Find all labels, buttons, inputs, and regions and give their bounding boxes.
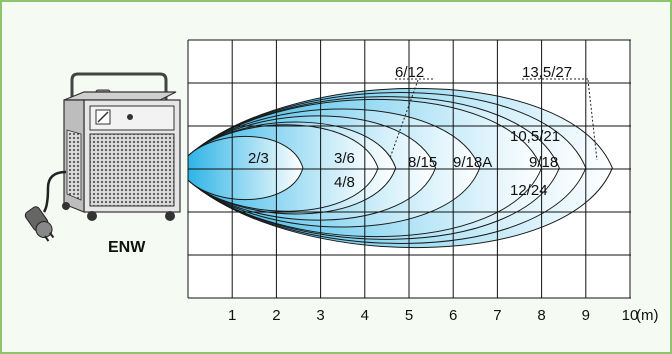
x-tick-label: 4: [361, 307, 369, 324]
zone-label-13-5-27: 13,5/27: [522, 64, 572, 81]
zone-label-12-24: 12/24: [510, 182, 548, 199]
x-tick-label: 2: [272, 307, 280, 324]
x-axis: 1 2 3 4 5 6 7 8 9 10: [228, 307, 638, 324]
x-axis-unit: (m): [636, 307, 659, 324]
heater-grille: [89, 133, 175, 207]
x-tick-label: 1: [228, 307, 236, 324]
product-name: ENW: [108, 239, 146, 256]
power-cable: [42, 170, 67, 213]
x-tick-label: 8: [537, 307, 545, 324]
power-switch-icon: [127, 114, 133, 120]
leader-lines: [389, 78, 598, 161]
x-tick-label: 3: [316, 307, 324, 324]
x-tick-label: 10: [622, 307, 639, 324]
grid-lines: [187, 39, 631, 299]
x-tick-label: 9: [582, 307, 590, 324]
zone-labels: 2/3 3/6 4/8 6/12 8/15 9/18A 9/18 10,5/21…: [248, 64, 572, 199]
x-tick-label: 7: [493, 307, 501, 324]
zone-label-4-8: 4/8: [334, 174, 355, 191]
zone-contour: [187, 135, 304, 201]
x-tick-label: 6: [449, 307, 457, 324]
zone-label-3-6: 3/6: [334, 150, 355, 167]
heater-wheel: [165, 211, 175, 221]
zone-label-9-18: 9/18: [529, 154, 558, 171]
power-plug-icon: [24, 206, 55, 242]
zone-label-2-3: 2/3: [248, 150, 269, 167]
x-tick-label: 5: [405, 307, 413, 324]
heater-wheel: [87, 211, 97, 221]
zone-label-6-12: 6/12: [395, 64, 424, 81]
heater-handle: [70, 72, 168, 100]
zone-label-8-15: 8/15: [408, 154, 437, 171]
zone-label-10-5-21: 10,5/21: [510, 128, 560, 145]
zone-label-9-18a: 9/18A: [453, 154, 492, 171]
heater-illustration: [24, 72, 181, 242]
